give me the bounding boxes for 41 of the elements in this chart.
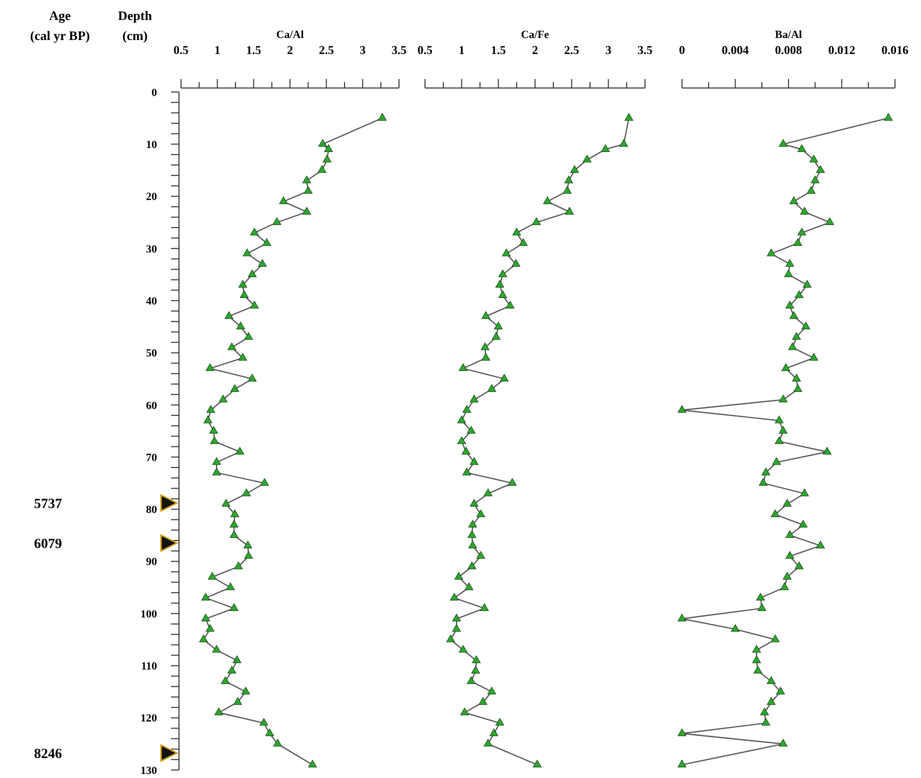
x-axis-title: Ba/Al <box>775 29 802 41</box>
y-tick-label: 10 <box>146 139 158 152</box>
x-tick-label: 0.5 <box>418 43 432 57</box>
y-tick-label: 90 <box>146 556 158 568</box>
y-tick-label: 130 <box>140 764 158 777</box>
x-tick-label: 3.5 <box>392 43 406 57</box>
x-tick-label: 0.012 <box>828 43 856 57</box>
x-tick-label: 2.5 <box>318 43 334 57</box>
x-tick-label: 3.5 <box>638 43 652 57</box>
x-tick-label: 3 <box>360 43 366 57</box>
y-tick-label: 70 <box>146 452 158 464</box>
x-tick-label: 2 <box>532 43 538 57</box>
y-tick-label: 60 <box>146 400 158 412</box>
text: 6079 <box>34 536 62 552</box>
y-tick-label: 0 <box>152 86 158 99</box>
y-tick-label: 20 <box>146 191 158 204</box>
y-tick-label: 120 <box>140 712 158 725</box>
x-axis-title: Ca/Fe <box>520 29 550 41</box>
y-tick-label: 40 <box>146 295 158 308</box>
y-tick-label: 30 <box>146 243 158 256</box>
y-tick-label: 80 <box>146 504 158 516</box>
x-tick-label: 1.5 <box>246 43 262 57</box>
x-axis-title: Ca/Al <box>276 29 304 41</box>
x-tick-label: 0.004 <box>722 43 749 57</box>
x-tick-label: 2 <box>287 43 293 57</box>
y-tick-label: 100 <box>140 608 158 620</box>
y-axis-title: Depth (cm) <box>118 8 153 43</box>
text: Age (cal yr BP) <box>30 8 90 43</box>
y-tick-label: 50 <box>146 348 158 360</box>
x-tick-label: 2.5 <box>564 43 580 57</box>
x-tick-label: 0.008 <box>775 43 802 57</box>
x-tick-label: 1.5 <box>490 43 506 57</box>
x-tick-label: 1 <box>214 43 220 57</box>
x-tick-label: 0.016 <box>882 43 908 57</box>
text: 5737 <box>34 496 62 512</box>
x-tick-label: 3 <box>605 43 612 57</box>
x-tick-label: 0.5 <box>174 43 188 57</box>
text: 8246 <box>34 746 62 762</box>
x-tick-label: 0 <box>679 43 685 57</box>
y-tick-label: 110 <box>141 660 158 673</box>
x-tick-label: 1 <box>458 43 465 57</box>
